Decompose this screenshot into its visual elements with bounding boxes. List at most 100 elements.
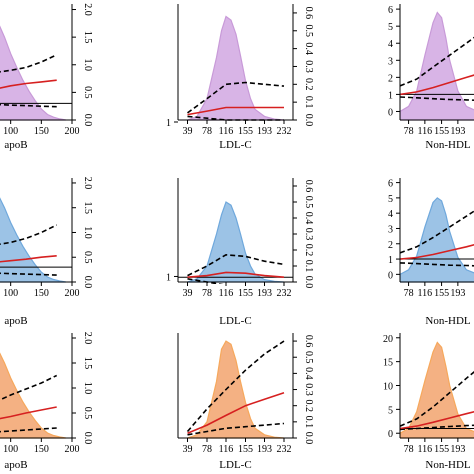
- panel-row1-col1: 100 150 200 apoB 0.0 0.5 1.0 1.5 2.0: [0, 3, 93, 151]
- x-tick-label: 78: [404, 444, 414, 455]
- x-tick-label: 193: [257, 288, 272, 299]
- left-tick-label: 2: [388, 240, 393, 251]
- x-tick-label: 200: [65, 126, 80, 137]
- x-tick-label: 100: [3, 126, 18, 137]
- x-tick-label: 193: [257, 444, 272, 455]
- right-tick-label: 1.5: [82, 201, 93, 214]
- x-tick-label: 155: [238, 288, 253, 299]
- density-area: [400, 341, 474, 439]
- right-tick-label: 2.0: [82, 177, 93, 190]
- x-axis-label: Non-HDL: [425, 139, 470, 151]
- density-area: [187, 340, 285, 439]
- left-tick-label: 1: [166, 118, 171, 129]
- plot-area: [400, 197, 474, 283]
- x-tick-label: 78: [202, 288, 212, 299]
- right-tick-label: 0.5: [303, 25, 314, 38]
- x-tick-label: 200: [65, 288, 80, 299]
- x-axis-label: apoB: [4, 139, 27, 151]
- right-tick-label: 2.0: [82, 3, 93, 16]
- right-tick-label: 0.4: [303, 42, 314, 55]
- ci-lower-line: [400, 262, 474, 267]
- ci-lower-line: [0, 427, 57, 433]
- panel-row1-col3: 78 116 155 193 Non-HDL 0 1 2 3 4 5 6: [388, 4, 474, 151]
- panel-row1-col2: 39 78 116 155 193 232 LDL-C 0.0 0.1 0.2 0.3 0.4 0.5 0…: [177, 4, 314, 151]
- x-tick-label: 232: [277, 288, 292, 299]
- ci-lower-line: [400, 424, 474, 431]
- left-tick-label: 5: [388, 22, 393, 33]
- x-tick-label: 100: [3, 444, 18, 455]
- x-tick-label: 155: [238, 444, 253, 455]
- left-tick-label: 0: [388, 429, 393, 440]
- x-tick-label: 193: [450, 444, 465, 455]
- x-tick-label: 39: [183, 444, 193, 455]
- right-tick-label: 0.0: [303, 432, 314, 445]
- x-tick-label: 39: [183, 126, 193, 137]
- ci-lower-line: [187, 278, 224, 284]
- left-tick-label: 5: [388, 405, 393, 416]
- ci-upper-line: [0, 224, 58, 245]
- ci-upper-line: [186, 340, 285, 433]
- x-tick-label: 116: [418, 288, 433, 299]
- right-tick-label: 0.0: [82, 276, 93, 289]
- right-tick-label: 0.3: [303, 228, 314, 241]
- odds-ratio-line: [400, 74, 474, 96]
- right-tick-label: 0.6: [303, 180, 314, 193]
- plot-area: [400, 11, 474, 121]
- plot-area: [400, 341, 474, 439]
- x-axis-label: LDL-C: [219, 459, 251, 471]
- plot-area: [178, 201, 293, 284]
- x-tick-label: 78: [404, 126, 414, 137]
- ci-upper-line: [187, 81, 285, 114]
- left-tick-label: 4: [388, 209, 393, 220]
- density-area: [187, 201, 285, 283]
- plot-area: [178, 340, 293, 439]
- left-tick-label: 0: [388, 107, 393, 118]
- plot-area: [0, 25, 72, 121]
- x-tick-label: 155: [238, 126, 253, 137]
- x-tick-label: 232: [277, 126, 292, 137]
- odds-ratio-line: [0, 79, 57, 89]
- x-tick-label: 150: [34, 126, 49, 137]
- odds-ratio-line: [187, 392, 285, 434]
- left-tick-label: 0: [388, 270, 393, 281]
- odds-ratio-line: [187, 271, 285, 278]
- left-tick-label: 6: [388, 179, 393, 190]
- right-tick-label: 0.1: [303, 260, 314, 273]
- x-tick-label: 116: [219, 444, 234, 455]
- x-tick-label: 78: [404, 288, 414, 299]
- ci-upper-line: [0, 54, 58, 73]
- right-tick-label: 2.0: [82, 332, 93, 345]
- x-tick-label: 116: [418, 126, 433, 137]
- right-tick-label: 0.3: [303, 383, 314, 396]
- left-tick-label: 1: [388, 90, 393, 101]
- left-tick-label: 3: [388, 56, 393, 67]
- x-tick-label: 200: [65, 444, 80, 455]
- x-axis-label: LDL-C: [219, 315, 251, 327]
- ci-upper-line: [400, 371, 474, 427]
- x-tick-label: 155: [434, 126, 449, 137]
- density-area: [400, 11, 474, 121]
- x-tick-label: 116: [418, 444, 433, 455]
- right-tick-label: 0.0: [82, 432, 93, 445]
- odds-ratio-line: [187, 106, 284, 116]
- right-tick-label: 0.5: [303, 196, 314, 209]
- panel-row3-col2: 39 78 116 155 193 232 LDL-C 0.0 0.1 0.2 0.3 0.4 0.5 0…: [166, 272, 314, 471]
- left-tick-label: 10: [383, 382, 393, 393]
- x-tick-label: 232: [277, 444, 292, 455]
- right-tick-label: 0.1: [303, 96, 314, 109]
- density-area: [400, 197, 474, 283]
- left-tick-label: 20: [383, 334, 393, 345]
- left-tick-label: 15: [383, 358, 393, 369]
- right-tick-label: 1.5: [82, 31, 93, 44]
- right-tick-label: 0.2: [303, 78, 314, 91]
- right-tick-label: 0.0: [82, 114, 93, 127]
- x-tick-label: 193: [450, 126, 465, 137]
- x-tick-label: 78: [202, 444, 212, 455]
- right-tick-label: 0.2: [303, 399, 314, 412]
- right-tick-label: 0.6: [303, 7, 314, 20]
- right-tick-label: 0.0: [303, 276, 314, 289]
- left-tick-label: 3: [388, 224, 393, 235]
- ci-lower-line: [187, 422, 285, 436]
- right-tick-label: 0.5: [82, 407, 93, 420]
